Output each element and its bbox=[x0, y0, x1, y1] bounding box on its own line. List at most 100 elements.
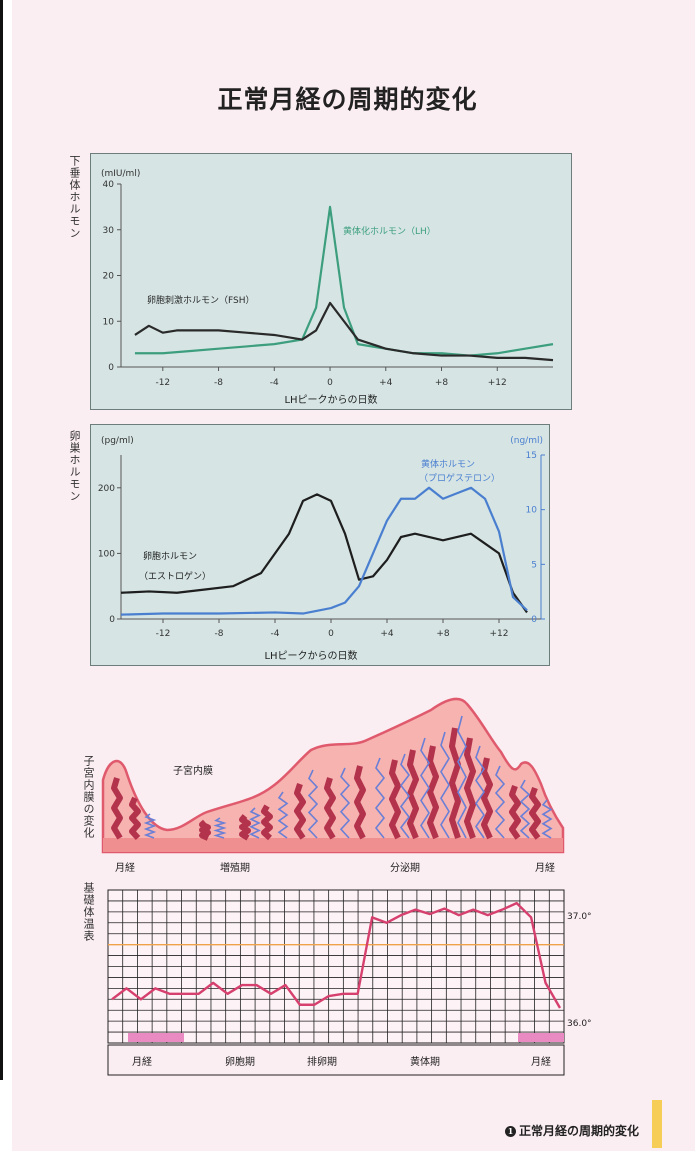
endometrium-vessel-blue bbox=[519, 779, 531, 839]
pituitary-x-tick-label: -12 bbox=[155, 378, 170, 388]
endometrium-base bbox=[103, 838, 563, 852]
endometrium-gland-red bbox=[239, 814, 251, 841]
footer-number-badge: 1 bbox=[505, 1126, 516, 1137]
uterine-phase-menses-2: 月経 bbox=[535, 861, 555, 874]
estrogen-line bbox=[120, 493, 528, 614]
pituitary-x-tick-label: +4 bbox=[379, 378, 393, 388]
ovarian-x-tick-label: +4 bbox=[380, 629, 394, 639]
ovarian-x-tick-label: +12 bbox=[490, 629, 509, 639]
ovarian-x-tick-label: +8 bbox=[436, 629, 450, 639]
endometrium-gland-red bbox=[407, 749, 419, 840]
ovarian-y-tick-label-right: 5 bbox=[531, 560, 537, 570]
pituitary-y-unit: (mIU/ml) bbox=[101, 169, 140, 179]
endometrium-glands bbox=[111, 715, 553, 841]
ovarian-x-axis-title: LHピークからの日数 bbox=[264, 649, 357, 662]
ovarian-y-tick-label-left: 100 bbox=[98, 549, 115, 559]
ovarian-x-tick-label: 0 bbox=[328, 629, 334, 639]
ovarian-y-tick-label-right: 10 bbox=[526, 506, 538, 516]
endometrium-vessel-blue bbox=[541, 799, 553, 839]
endometrium-gland-red bbox=[324, 777, 336, 840]
ovarian-panel: (pg/ml) (ng/ml) LHピークからの日数 黄体ホルモン （プロゲステ… bbox=[90, 424, 550, 666]
pituitary-panel: (mIU/ml) LHピークからの日数 黄体化ホルモン（LH） 卵胞刺激ホルモン… bbox=[90, 153, 572, 410]
endometrium-gland-red bbox=[509, 785, 521, 840]
endometrium-vessel-blue bbox=[475, 745, 485, 839]
left-border bbox=[0, 0, 3, 1080]
endometrium-gland-red bbox=[261, 804, 273, 841]
endometrium-vessel-blue bbox=[307, 769, 319, 839]
endometrium-vessel-blue bbox=[440, 731, 450, 839]
endometrium-vessel-blue bbox=[374, 757, 386, 839]
endometrium-gland-red bbox=[481, 757, 493, 840]
endometrium-gland-red bbox=[199, 819, 211, 841]
endometrium-vessel-blue bbox=[494, 765, 506, 839]
pituitary-y-tick-label: 10 bbox=[103, 317, 115, 327]
estrogen-label-2: （エストロゲン） bbox=[139, 570, 211, 582]
ovarian-axis-label: 卵巣ホルモン bbox=[68, 430, 81, 502]
pituitary-y-tick-label: 30 bbox=[103, 226, 115, 236]
uterine-axis-label: 子宮内膜の変化 bbox=[82, 755, 95, 839]
endometrium-gland-red bbox=[464, 737, 476, 840]
fsh-line bbox=[134, 301, 554, 362]
bbt-phase-luteal: 黄体期 bbox=[410, 1055, 440, 1068]
progesterone-label-1: 黄体ホルモン bbox=[421, 458, 475, 470]
page-tab-marker bbox=[652, 1100, 662, 1148]
ovarian-y-tick-label-left: 0 bbox=[109, 615, 115, 625]
bbt-axis-label: 基礎体温表 bbox=[82, 882, 95, 942]
bbt-phase-menses-1: 月経 bbox=[132, 1055, 152, 1068]
progesterone-line bbox=[120, 486, 528, 616]
bbt-phase-frame bbox=[107, 1044, 565, 1076]
ovarian-chart: (pg/ml) (ng/ml) LHピークからの日数 黄体ホルモン （プロゲステ… bbox=[98, 436, 545, 662]
endometrium-vessel-blue bbox=[213, 817, 227, 839]
endometrium-gland-red bbox=[389, 759, 401, 840]
pituitary-x-tick-label: +8 bbox=[435, 378, 449, 388]
endometrium-vessel-blue bbox=[249, 807, 261, 839]
lh-series-label: 黄体化ホルモン（LH） bbox=[343, 225, 436, 237]
fsh-series-label: 卵胞刺激ホルモン（FSH） bbox=[147, 294, 255, 306]
bbt-phase-ovulation: 排卵期 bbox=[307, 1055, 337, 1068]
bbt-grid bbox=[107, 889, 565, 1076]
ovarian-y-tick-label-right: 0 bbox=[531, 615, 537, 625]
bbt-menses-bar-2 bbox=[518, 1033, 564, 1042]
bbt-phase-follicular: 卵胞期 bbox=[225, 1056, 255, 1068]
bbt-phase-menses-2: 月経 bbox=[531, 1055, 551, 1068]
pituitary-y-tick-label: 40 bbox=[103, 180, 115, 190]
endometrium-vessel-blue bbox=[399, 753, 411, 839]
endometrium-gland-red bbox=[529, 786, 541, 840]
ovarian-y-unit-right: (ng/ml) bbox=[510, 436, 543, 446]
ovarian-y-tick-label-left: 200 bbox=[98, 484, 115, 494]
pituitary-x-tick-label: -8 bbox=[214, 378, 223, 388]
uterine-phase-proliferative: 増殖期 bbox=[220, 861, 250, 874]
footer-title: 正常月経の周期的変化 bbox=[519, 1124, 640, 1138]
bbt-chart: 37.0° 36.0° 月経 卵胞期 排卵期 黄体期 月経 bbox=[107, 889, 592, 1076]
endometrium-gland-red bbox=[129, 796, 141, 841]
bbt-y-label-37: 37.0° bbox=[567, 912, 592, 922]
pituitary-y-tick-label: 20 bbox=[103, 272, 115, 282]
pituitary-axis-label: 下垂体ホルモン bbox=[68, 155, 81, 239]
pituitary-x-axis-title: LHピークからの日数 bbox=[284, 393, 377, 406]
pituitary-chart: (mIU/ml) LHピークからの日数 黄体化ホルモン（LH） 卵胞刺激ホルモン… bbox=[101, 169, 554, 406]
footer-caption: 1 正常月経の周期的変化 bbox=[505, 1122, 639, 1139]
endometrium-vessel-blue bbox=[420, 737, 430, 839]
endometrium-gland-red bbox=[111, 777, 123, 840]
bbt-line bbox=[111, 901, 562, 1009]
ovarian-y-unit-left: (pg/ml) bbox=[101, 436, 134, 446]
uterine-phase-secretory: 分泌期 bbox=[390, 861, 420, 874]
endometrium-vessel-blue bbox=[277, 791, 289, 839]
ovarian-y-tick-label-right: 15 bbox=[526, 451, 537, 461]
pituitary-x-tick-label: +12 bbox=[488, 378, 507, 388]
endometrium-vessel-blue bbox=[339, 767, 351, 839]
endometrium-gland-red bbox=[354, 765, 366, 840]
endometrium-gland-red bbox=[294, 783, 306, 840]
endometrium-vessel-blue bbox=[143, 813, 157, 839]
progesterone-label-2: （プロゲステロン） bbox=[419, 472, 500, 484]
ovarian-x-tick-label: -12 bbox=[156, 629, 171, 639]
endometrium-gland-red bbox=[427, 745, 439, 840]
endometrium-gland-red bbox=[449, 727, 461, 839]
endometrium-vessel-blue bbox=[457, 715, 467, 839]
endometrium-label: 子宮内膜 bbox=[173, 764, 213, 777]
endometrium-tissue bbox=[101, 697, 565, 854]
bbt-menses-bar-1 bbox=[128, 1033, 184, 1042]
endometrium-illustration: 子宮内膜 月経 増殖期 分泌期 月経 bbox=[101, 697, 565, 874]
ovarian-x-tick-label: -4 bbox=[271, 629, 280, 639]
ovarian-x-tick-label: -8 bbox=[215, 629, 224, 639]
